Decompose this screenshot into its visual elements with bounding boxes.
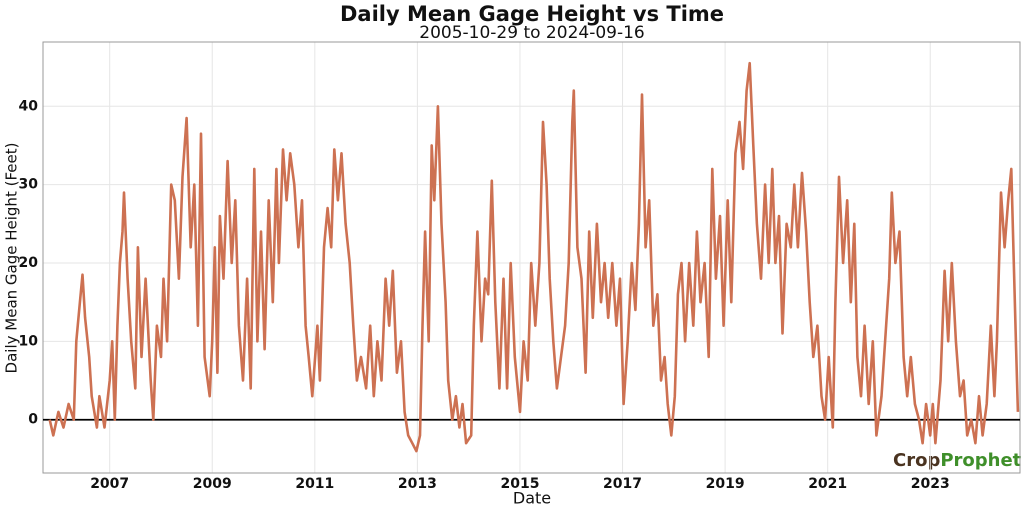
x-tick-label: 2017 <box>603 476 642 492</box>
y-tick-label: 0 <box>28 412 38 428</box>
x-axis-label: Date <box>513 489 551 508</box>
x-tick-label: 2009 <box>193 476 232 492</box>
x-tick-label: 2015 <box>500 476 539 492</box>
y-axis-label: Daily Mean Gage Height (Feet) <box>3 143 21 374</box>
logo: CropProphet <box>893 450 1022 471</box>
chart-subtitle: 2005-10-29 to 2024-09-16 <box>419 23 644 43</box>
x-tick-label: 2023 <box>911 476 950 492</box>
x-tick-label: 2007 <box>90 476 129 492</box>
y-tick-label: 40 <box>19 98 39 114</box>
plot-frame <box>42 41 1021 474</box>
y-tick-label: 30 <box>19 177 39 193</box>
y-tick-label: 10 <box>19 333 39 349</box>
data-line <box>48 61 1020 453</box>
x-tick-label: 2019 <box>706 476 745 492</box>
x-tick-label: 2011 <box>295 476 334 492</box>
chart-title: Daily Mean Gage Height vs Time <box>340 2 724 26</box>
y-tick-label: 20 <box>19 255 39 271</box>
x-tick-label: 2013 <box>398 476 437 492</box>
x-tick-label: 2021 <box>808 476 847 492</box>
